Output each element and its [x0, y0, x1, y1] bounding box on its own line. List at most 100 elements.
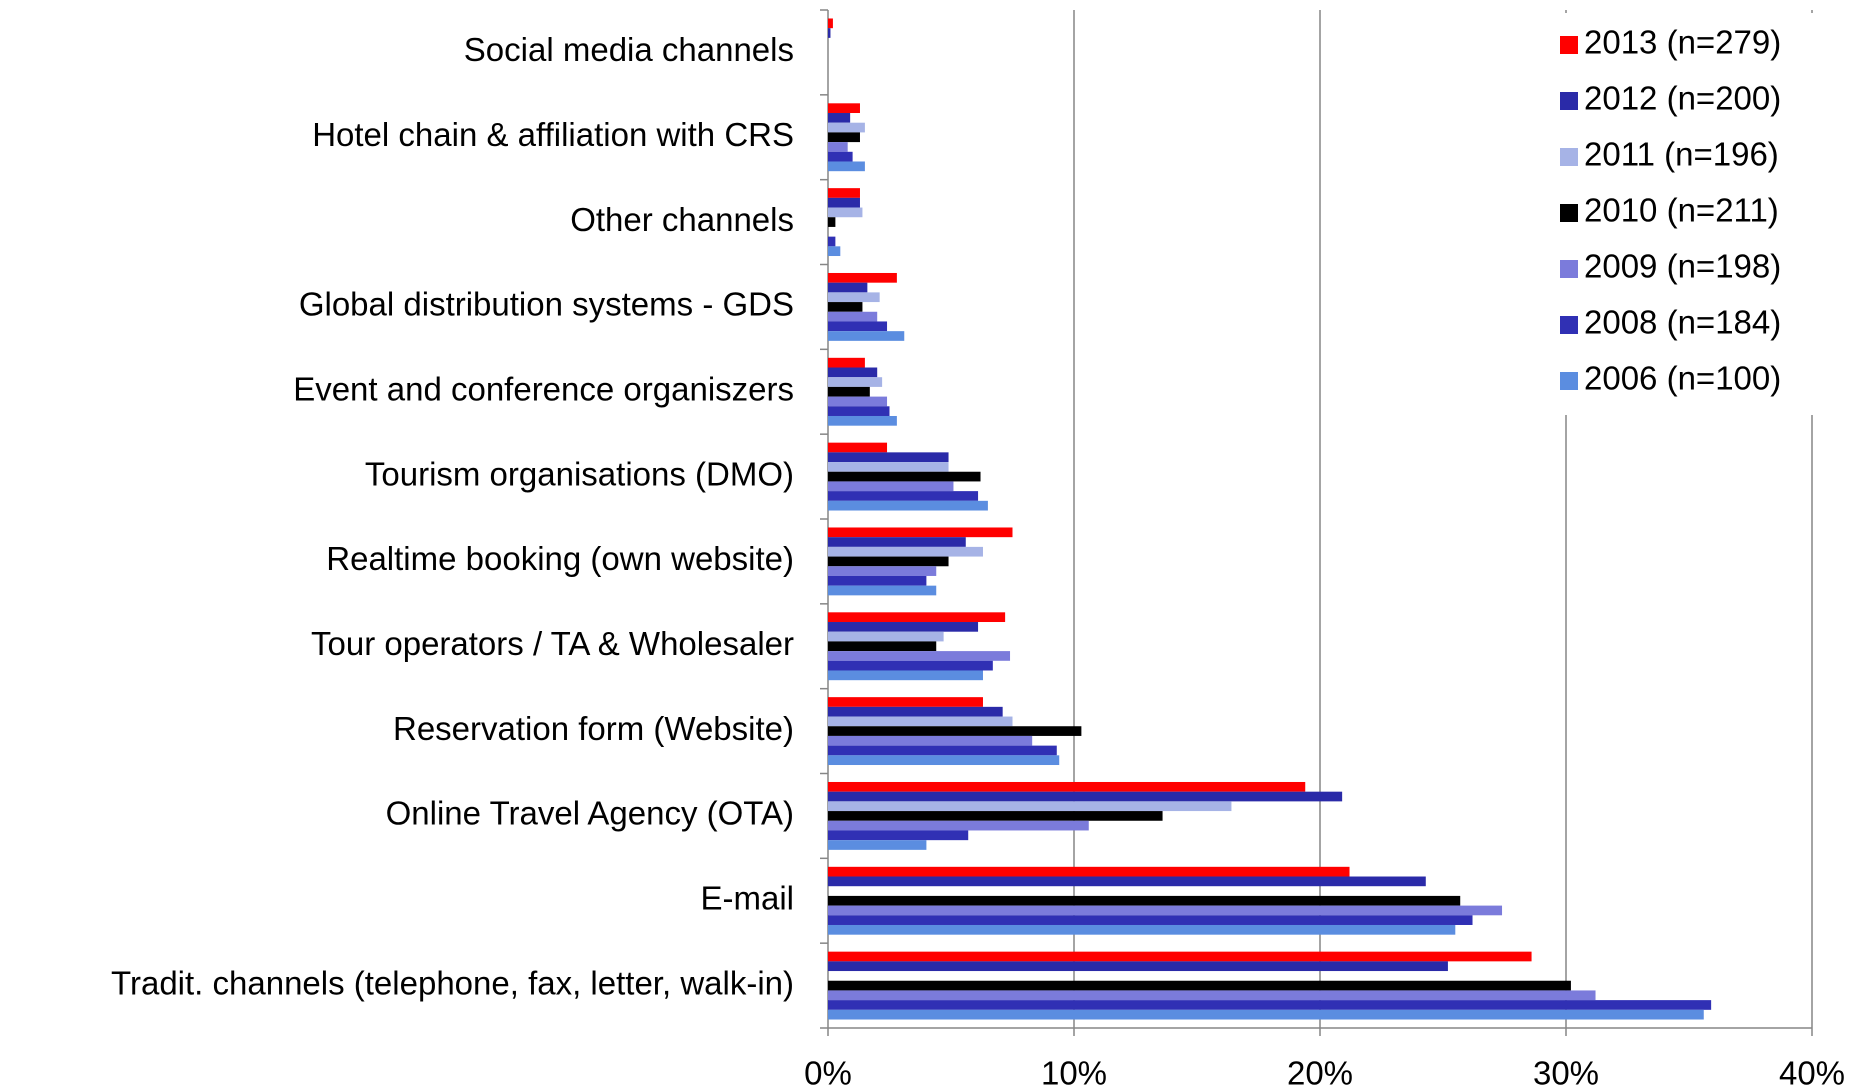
bar	[828, 282, 868, 293]
bar	[828, 246, 841, 257]
bar	[828, 527, 1013, 538]
category-label: Online Travel Agency (OTA)	[386, 795, 794, 832]
category-label: Other channels	[570, 201, 794, 238]
bar	[828, 292, 880, 303]
bar	[828, 840, 927, 850]
bar	[828, 331, 905, 341]
bar	[828, 377, 883, 387]
bar	[828, 1000, 1712, 1010]
legend-label: 2011 (n=196)	[1584, 136, 1779, 173]
bar	[828, 537, 966, 547]
category-label: Realtime booking (own website)	[326, 540, 794, 577]
category-label: Social media channels	[464, 31, 794, 68]
bar	[828, 122, 865, 133]
bar	[828, 811, 1163, 821]
legend-label: 2012 (n=200)	[1584, 80, 1781, 117]
bar	[828, 706, 1003, 717]
bar	[828, 18, 833, 29]
bar	[828, 631, 944, 642]
bar	[828, 491, 979, 501]
legend-swatch	[1560, 148, 1578, 166]
category-label: Tourism organisations (DMO)	[365, 455, 794, 492]
legend-swatch	[1560, 372, 1578, 390]
bar	[828, 367, 878, 378]
bar	[828, 471, 981, 482]
bar	[828, 697, 983, 707]
category-label: Hotel chain & affiliation with CRS	[312, 116, 794, 153]
bar	[828, 866, 1350, 877]
x-tick-label: 10%	[1041, 1055, 1107, 1086]
category-label: Global distribution systems - GDS	[299, 286, 794, 323]
legend-label: 2008 (n=184)	[1584, 304, 1781, 341]
bar	[828, 197, 860, 208]
bar	[828, 990, 1596, 1001]
bar	[828, 151, 853, 162]
bar	[828, 905, 1503, 916]
x-tick-label: 40%	[1779, 1055, 1845, 1086]
bar	[828, 556, 949, 567]
bar	[828, 28, 831, 38]
bar	[828, 915, 1473, 925]
bar	[828, 302, 863, 312]
bar	[828, 386, 870, 397]
bar	[828, 1009, 1704, 1020]
bar	[828, 791, 1343, 802]
bar	[828, 622, 979, 632]
bar	[828, 735, 1033, 746]
bar	[828, 396, 888, 407]
bar	[828, 113, 851, 123]
bar	[828, 980, 1571, 991]
bar	[828, 575, 927, 586]
bar	[828, 452, 949, 463]
category-label: E-mail	[700, 879, 794, 916]
bar	[828, 660, 993, 671]
legend-label: 2006 (n=100)	[1584, 360, 1781, 397]
legend-box	[1552, 13, 1822, 415]
legend-swatch	[1560, 92, 1578, 110]
category-label: Event and conference organiszers	[293, 370, 794, 407]
legend-label: 2009 (n=198)	[1584, 248, 1781, 285]
x-tick-label: 20%	[1287, 1055, 1353, 1086]
bar	[828, 641, 937, 652]
legend-label: 2013 (n=279)	[1584, 24, 1781, 61]
bar	[828, 566, 937, 576]
bar	[828, 142, 848, 152]
bar	[828, 961, 1448, 972]
bar	[828, 217, 836, 227]
bar	[828, 207, 863, 218]
bar	[828, 876, 1426, 887]
bar	[828, 830, 969, 841]
x-tick-label: 30%	[1533, 1055, 1599, 1086]
bar	[828, 462, 949, 472]
bar	[828, 924, 1456, 935]
bar	[828, 651, 1011, 661]
bar	[828, 546, 983, 557]
category-label: Tour operators / TA & Wholesaler	[311, 625, 794, 662]
bar	[828, 716, 1013, 727]
legend-swatch	[1560, 36, 1578, 54]
bar	[828, 820, 1089, 831]
bar	[828, 103, 860, 114]
bar	[828, 500, 988, 511]
bar	[828, 188, 860, 198]
bar	[828, 726, 1082, 736]
bar	[828, 670, 983, 681]
bar	[828, 132, 860, 143]
bar	[828, 236, 836, 247]
legend-swatch	[1560, 204, 1578, 222]
bar	[828, 415, 897, 426]
category-label: Tradit. channels (telephone, fax, letter…	[111, 964, 794, 1001]
bar	[828, 745, 1057, 756]
bar	[828, 951, 1532, 962]
bar	[828, 801, 1232, 812]
bar	[828, 161, 865, 172]
bar	[828, 321, 888, 332]
category-label: Reservation form (Website)	[393, 710, 794, 747]
bar	[828, 406, 890, 416]
bar	[828, 481, 954, 492]
bar	[828, 755, 1060, 766]
legend-swatch	[1560, 316, 1578, 334]
bar	[828, 612, 1006, 623]
bar	[828, 272, 897, 283]
